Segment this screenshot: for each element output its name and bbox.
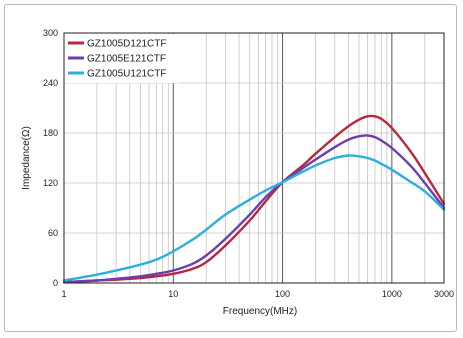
- x-axis-title: Frequency(MHz): [223, 306, 297, 317]
- y-tick-label: 300: [43, 28, 58, 38]
- series-line-1: [62, 134, 446, 284]
- y-tick-label: 120: [43, 178, 58, 188]
- y-tick-label: 0: [53, 278, 58, 288]
- y-tick-label: 180: [43, 128, 58, 138]
- legend-label-2: GZ1005U121CTF: [87, 69, 166, 80]
- legend: GZ1005D121CTF GZ1005E121CTF GZ1005U121CTF: [65, 34, 178, 83]
- x-tick-label: 1: [61, 289, 66, 299]
- y-tick-label: 240: [43, 78, 58, 88]
- x-tick-label: 3000: [434, 289, 454, 299]
- x-tick-label: 100: [275, 289, 290, 299]
- series-lines: [62, 114, 446, 284]
- y-axis-title: Impedance(Ω): [21, 126, 32, 190]
- x-tick-label: 10: [168, 289, 178, 299]
- legend-label-1: GZ1005E121CTF: [87, 54, 166, 65]
- plot-area-border: [63, 32, 445, 284]
- y-tick-label: 60: [48, 228, 58, 238]
- x-tick-label: 1000: [382, 289, 402, 299]
- legend-label-0: GZ1005D121CTF: [87, 39, 166, 50]
- tick-labels: 0 60 120 180 240 300 1 10 100 1000 3000: [43, 28, 454, 299]
- series-line-2: [62, 154, 446, 282]
